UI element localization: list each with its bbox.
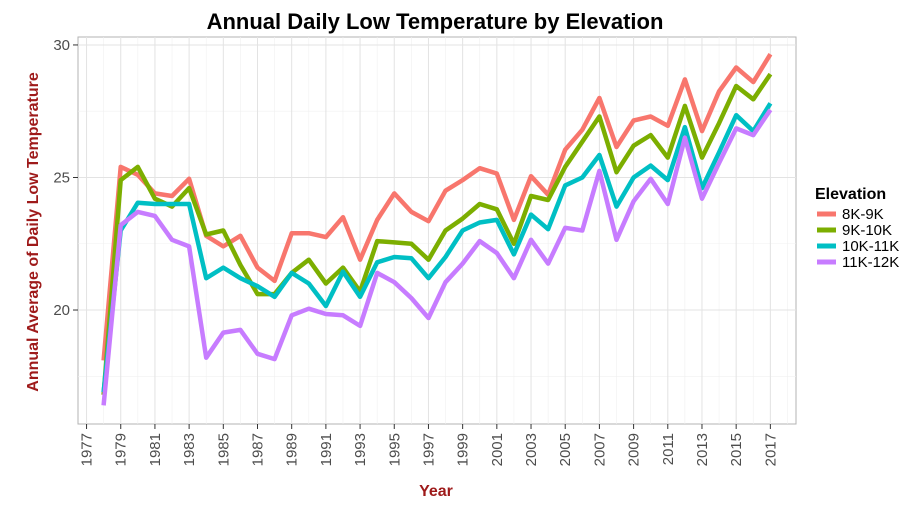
gridlines [78,37,796,424]
series-line-10K-11K [101,102,773,393]
x-tick-label: 2005 [557,433,574,466]
x-tick-label: 1995 [386,433,403,466]
series-lines [101,53,773,406]
x-tick-label: 1999 [455,433,472,466]
x-tick-label: 1991 [318,433,335,466]
x-tick-label: 2017 [762,433,779,466]
x-tick-label: 1985 [215,433,232,466]
x-tick-label: 2009 [626,433,643,466]
x-axis-ticks: 1977 1979 1981 1983 1985 1987 1989 1991 1993 1995… [79,424,779,466]
x-tick-label: 1977 [79,433,96,466]
x-tick-label: 2003 [523,433,540,466]
x-axis-title: Year [419,483,453,500]
x-tick-label: 2015 [728,433,745,466]
y-axis-ticks: 20 25 30 [53,37,78,319]
series-line-11K-12K [101,108,773,406]
y-tick-label: 20 [53,302,70,319]
x-tick-label: 2007 [591,433,608,466]
x-tick-label: 2011 [660,433,677,465]
series-line-9K-10K [101,72,773,395]
y-tick-label: 30 [53,37,70,54]
x-tick-label: 1989 [284,433,301,466]
legend-label-9K-10K: 9K-10K [842,222,892,239]
x-tick-label: 1983 [181,433,198,466]
x-tick-label: 2001 [489,433,506,466]
y-tick-label: 25 [53,169,70,186]
x-tick-label: 1981 [147,433,164,466]
x-tick-label: 2013 [694,433,711,466]
y-axis-title: Annual Average of Daily Low Temperature [25,72,42,392]
x-tick-label: 1997 [420,433,437,466]
legend-title: Elevation [815,186,886,203]
legend-label-8K-9K: 8K-9K [842,206,884,223]
x-tick-label: 1987 [250,433,267,466]
chart-title: Annual Daily Low Temperature by Elevatio… [207,9,664,34]
legend-label-11K-12K: 11K-12K [842,254,899,271]
x-tick-label: 1993 [352,433,369,466]
legend-label-10K-11K: 10K-11K [842,238,899,255]
x-tick-label: 1979 [113,433,130,466]
series-line-8K-9K [101,53,773,361]
